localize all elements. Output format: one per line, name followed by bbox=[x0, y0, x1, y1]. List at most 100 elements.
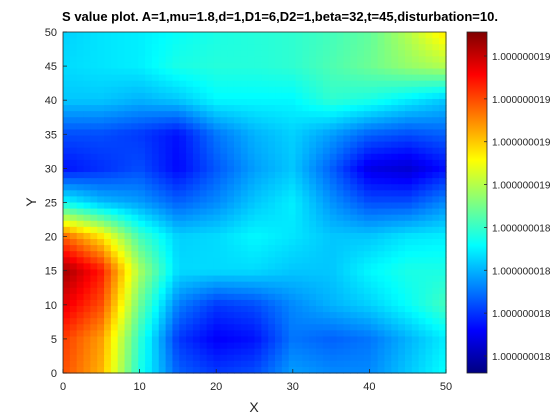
heatmap-cell bbox=[63, 86, 71, 94]
heatmap-cell bbox=[117, 105, 126, 112]
heatmap-cell bbox=[97, 190, 105, 198]
heatmap-cell bbox=[418, 86, 427, 94]
heatmap-cell bbox=[343, 232, 351, 240]
heatmap-cell bbox=[370, 178, 379, 185]
heatmap-cell bbox=[220, 293, 228, 301]
heatmap-cell bbox=[295, 111, 303, 118]
heatmap-cell bbox=[76, 44, 85, 51]
heatmap-cell bbox=[316, 68, 324, 76]
heatmap-cell bbox=[404, 165, 413, 173]
heatmap-cell bbox=[261, 86, 269, 94]
heatmap-cell bbox=[343, 360, 351, 368]
heatmap-cell bbox=[220, 98, 228, 106]
heatmap-cell bbox=[343, 165, 351, 173]
heatmap-cell bbox=[172, 354, 180, 362]
heatmap-cell bbox=[254, 196, 262, 204]
heatmap-cell bbox=[439, 281, 447, 289]
heatmap-cell bbox=[404, 129, 413, 137]
heatmap-cell bbox=[425, 293, 433, 301]
heatmap-cell bbox=[350, 62, 358, 70]
heatmap-cell bbox=[309, 299, 317, 307]
heatmap-cell bbox=[377, 275, 386, 283]
heatmap-cell bbox=[172, 306, 180, 313]
heatmap-cell bbox=[247, 214, 256, 222]
heatmap-cell bbox=[145, 312, 153, 319]
heatmap-cell bbox=[329, 141, 338, 149]
heatmap-cell bbox=[370, 111, 379, 118]
heatmap-cell bbox=[172, 190, 180, 198]
heatmap-cell bbox=[391, 342, 399, 350]
heatmap-cell bbox=[329, 318, 338, 325]
heatmap-cell bbox=[404, 318, 413, 325]
heatmap-cell bbox=[268, 330, 276, 338]
heatmap-cell bbox=[172, 275, 180, 283]
heatmap-cell bbox=[165, 153, 174, 161]
heatmap-cell bbox=[254, 38, 262, 45]
heatmap-cell bbox=[151, 220, 160, 228]
heatmap-cell bbox=[110, 232, 119, 240]
heatmap-cell bbox=[254, 117, 262, 124]
heatmap-cell bbox=[261, 165, 269, 173]
heatmap-cell bbox=[261, 202, 269, 210]
heatmap-cell bbox=[343, 312, 351, 319]
heatmap-cell bbox=[69, 44, 78, 51]
heatmap-cell bbox=[124, 330, 132, 338]
heatmap-cell bbox=[370, 269, 379, 277]
heatmap-cell bbox=[336, 232, 345, 240]
heatmap-cell bbox=[138, 354, 146, 362]
heatmap-cell bbox=[254, 342, 262, 350]
heatmap-cell bbox=[350, 330, 358, 338]
heatmap-cell bbox=[131, 159, 139, 167]
heatmap-cell bbox=[404, 74, 413, 82]
heatmap-cell bbox=[254, 44, 262, 51]
heatmap-cell bbox=[104, 196, 112, 204]
heatmap-cell bbox=[268, 196, 276, 204]
heatmap-cell bbox=[350, 366, 358, 374]
heatmap-cell bbox=[343, 342, 351, 350]
heatmap-cell bbox=[322, 360, 331, 368]
heatmap-cell bbox=[206, 92, 215, 100]
heatmap-cell bbox=[145, 366, 153, 374]
heatmap-cell bbox=[288, 80, 297, 88]
heatmap-cell bbox=[213, 62, 221, 70]
heatmap-cell bbox=[432, 257, 440, 264]
heatmap-cell bbox=[439, 153, 447, 161]
heatmap-cell bbox=[192, 342, 201, 350]
heatmap-cell bbox=[343, 214, 351, 222]
heatmap-cell bbox=[316, 281, 324, 289]
heatmap-cell bbox=[370, 366, 379, 374]
heatmap-cell bbox=[357, 117, 365, 124]
heatmap-cell bbox=[275, 86, 283, 94]
heatmap-cell bbox=[316, 312, 324, 319]
heatmap-cell bbox=[398, 318, 406, 325]
heatmap-cell bbox=[398, 105, 406, 112]
heatmap-cell bbox=[206, 336, 215, 344]
heatmap-cell bbox=[418, 123, 427, 131]
heatmap-cell bbox=[254, 105, 262, 112]
heatmap-cell bbox=[254, 159, 262, 167]
heatmap-cell bbox=[384, 318, 392, 325]
heatmap-cell bbox=[240, 220, 249, 228]
heatmap-cell bbox=[363, 330, 372, 338]
heatmap-cell bbox=[90, 38, 98, 45]
heatmap-cell bbox=[233, 74, 242, 82]
heatmap-cell bbox=[179, 74, 187, 82]
heatmap-cell bbox=[90, 312, 98, 319]
heatmap-cell bbox=[281, 153, 290, 161]
heatmap-cell bbox=[404, 245, 413, 252]
heatmap-cell bbox=[165, 123, 174, 131]
heatmap-cell bbox=[240, 32, 249, 39]
heatmap-cell bbox=[227, 251, 235, 258]
heatmap-cell bbox=[192, 263, 201, 271]
heatmap-cell bbox=[179, 172, 187, 179]
heatmap-cell bbox=[275, 38, 283, 45]
heatmap-cell bbox=[69, 232, 78, 240]
heatmap-cell bbox=[329, 257, 338, 264]
heatmap-cell bbox=[199, 306, 208, 313]
heatmap-cell bbox=[97, 245, 105, 252]
heatmap-cell bbox=[309, 342, 317, 350]
heatmap-cell bbox=[158, 330, 167, 338]
heatmap-cell bbox=[172, 74, 180, 82]
heatmap-cell bbox=[69, 251, 78, 258]
heatmap-cell bbox=[254, 184, 262, 191]
